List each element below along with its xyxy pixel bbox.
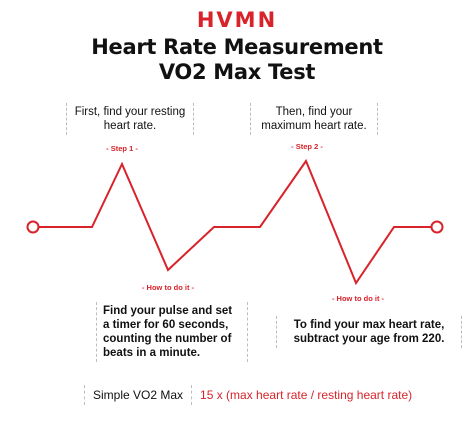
waveform-line: [38, 158, 436, 286]
how-to-label-2: - How to do it -: [331, 294, 385, 303]
hvmn-logo: HVMN: [196, 8, 278, 32]
step1-label: - Step 1 -: [106, 144, 138, 153]
waveform-end-dot: [430, 220, 444, 234]
formula-label: Simple VO2 Max: [84, 385, 193, 405]
formula-row: Simple VO2 Max 15 x (max heart rate / re…: [84, 382, 412, 408]
how-to-max-note: To find your max heart rate, subtract yo…: [276, 316, 462, 348]
step2-note: Then, find your maximum heart rate.: [250, 103, 378, 135]
formula-value: 15 x (max heart rate / resting heart rat…: [200, 388, 413, 402]
waveform-start-dot: [26, 220, 40, 234]
how-to-label-1: - How to do it -: [141, 283, 195, 292]
how-to-resting-note: Find your pulse and set a timer for 60 s…: [96, 302, 248, 362]
step1-note: First, find your resting heart rate.: [66, 103, 194, 135]
page-title: Heart Rate Measurement: [91, 35, 383, 59]
page-subtitle: VO2 Max Test: [158, 60, 316, 84]
step2-label: - Step 2 -: [291, 142, 323, 151]
